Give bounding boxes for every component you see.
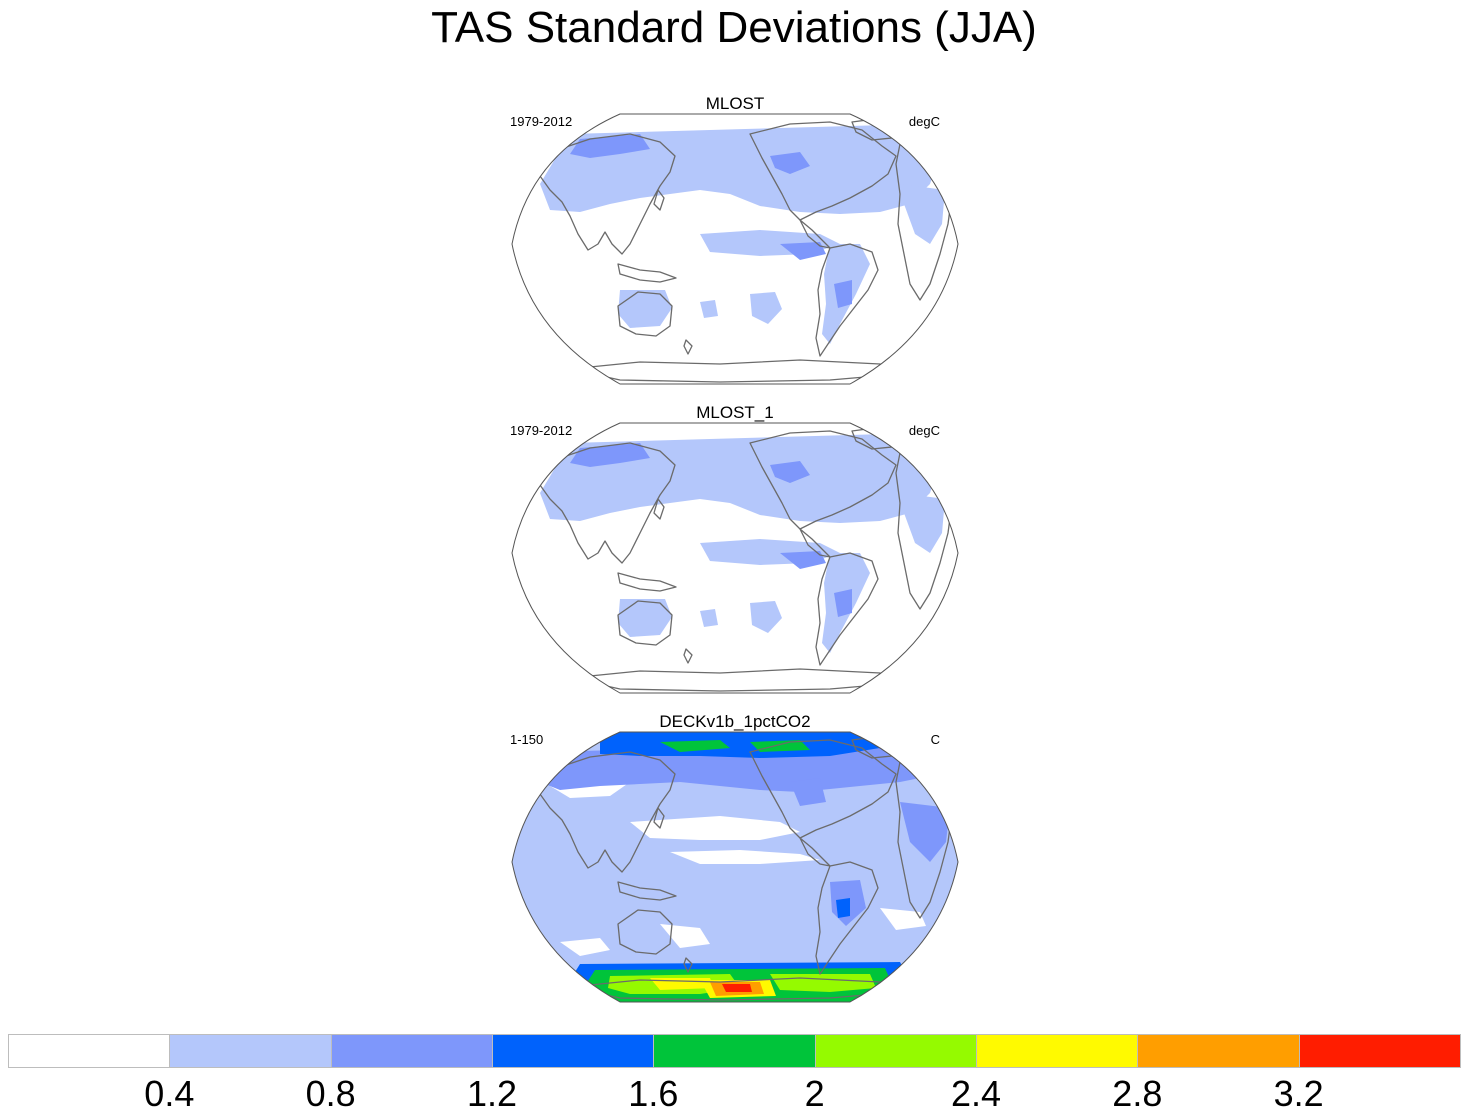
contour-region (618, 290, 672, 328)
map-panel-deckv1b-1pctco2: DECKv1b_1pctCO2 1-150 C (500, 712, 970, 1012)
coast-asia (539, 133, 676, 255)
coast-north-america (749, 739, 897, 839)
contour-region (880, 908, 926, 930)
coast-japan (653, 189, 665, 211)
colorbar-tick-label: 1.6 (628, 1073, 679, 1114)
coast-south-america (815, 861, 879, 975)
coast-australia (617, 600, 673, 646)
contour-region (630, 816, 800, 840)
coast-nz (683, 957, 693, 973)
contour-region (780, 242, 826, 260)
panel-units-label: C (930, 732, 940, 747)
panel-title: MLOST (705, 94, 765, 113)
map-panel-mlost-1: MLOST_1 1979-2012 degC (500, 403, 970, 703)
contour-region (780, 551, 826, 569)
contour-region (750, 601, 782, 633)
contour-region (790, 778, 826, 806)
contour-region (700, 300, 718, 318)
contour-region (660, 924, 710, 948)
world-map (511, 113, 959, 385)
colorbar-tick-label: 0.8 (305, 1073, 356, 1114)
colorbar (8, 1034, 1461, 1068)
coast-indonesia (617, 263, 677, 283)
contour-region (560, 938, 610, 956)
coast-japan (653, 498, 665, 520)
contour-region (722, 984, 752, 992)
world-map (511, 422, 959, 694)
panel-units-label: degC (908, 114, 940, 129)
contour-region (770, 974, 876, 992)
colorbar-box (491, 1034, 655, 1068)
colorbar-box (1298, 1034, 1461, 1068)
map-frame (511, 113, 959, 385)
world-map (511, 731, 959, 1003)
colorbar-box (1137, 1034, 1300, 1068)
contour-fill-group (512, 732, 958, 1002)
contour-region (770, 461, 810, 483)
coast-north-america (749, 121, 897, 221)
contour-region (570, 134, 650, 158)
contour-region (834, 589, 852, 617)
colorbar-box (653, 1034, 816, 1068)
panel-title: MLOST_1 (696, 403, 774, 422)
coast-australia (617, 909, 673, 955)
coast-indonesia (617, 572, 677, 592)
contour-fill-group (512, 114, 958, 384)
contour-region (600, 732, 880, 758)
panel-title: DECKv1b_1pctCO2 (659, 712, 811, 731)
map-frame (511, 422, 959, 694)
contour-region (900, 493, 945, 553)
coast-indonesia (617, 881, 677, 901)
panel-period-label: 1979-2012 (510, 114, 573, 129)
contour-region (570, 443, 650, 467)
colorbar-box (169, 1034, 332, 1068)
coast-south-america (815, 243, 879, 357)
contour-region (834, 280, 852, 308)
contour-region (618, 599, 672, 637)
colorbar-box (814, 1034, 977, 1068)
colorbar-tick-label: 2.4 (950, 1073, 1002, 1114)
coast-north-america (749, 430, 897, 530)
map-panel-mlost: MLOST 1979-2012 degC (500, 94, 970, 394)
panel-period-label: 1-150 (510, 732, 544, 747)
colorbar-tick-label: 2 (804, 1073, 825, 1114)
contour-region (670, 850, 820, 864)
coast-nz (683, 648, 693, 664)
contour-region (836, 898, 850, 918)
contour-region (750, 740, 810, 752)
coast-australia (617, 291, 673, 337)
contour-region (900, 184, 945, 244)
panel-period-label: 1979-2012 (510, 423, 573, 438)
contour-region (770, 152, 810, 174)
colorbar-box (330, 1034, 493, 1068)
colorbar-tick-label: 3.2 (1273, 1073, 1324, 1114)
coast-south-america (815, 552, 879, 666)
panel-units-label: degC (908, 423, 940, 438)
colorbar-box (975, 1034, 1139, 1068)
colorbar-tick-label: 0.4 (144, 1073, 195, 1114)
contour-region (660, 740, 730, 752)
coast-asia (539, 751, 676, 873)
map-frame (511, 731, 959, 1003)
contour-region (750, 292, 782, 324)
coast-japan (653, 807, 665, 829)
colorbar-box (8, 1034, 171, 1068)
contour-fill-group (512, 423, 958, 693)
coast-nz (683, 339, 693, 355)
colorbar-tick-label: 2.8 (1112, 1073, 1163, 1114)
contour-region (700, 609, 718, 627)
coast-asia (539, 442, 676, 564)
colorbar-tick-label: 1.2 (466, 1073, 518, 1114)
contour-region (900, 802, 950, 862)
figure-title: TAS Standard Deviations (JJA) (431, 3, 1037, 52)
